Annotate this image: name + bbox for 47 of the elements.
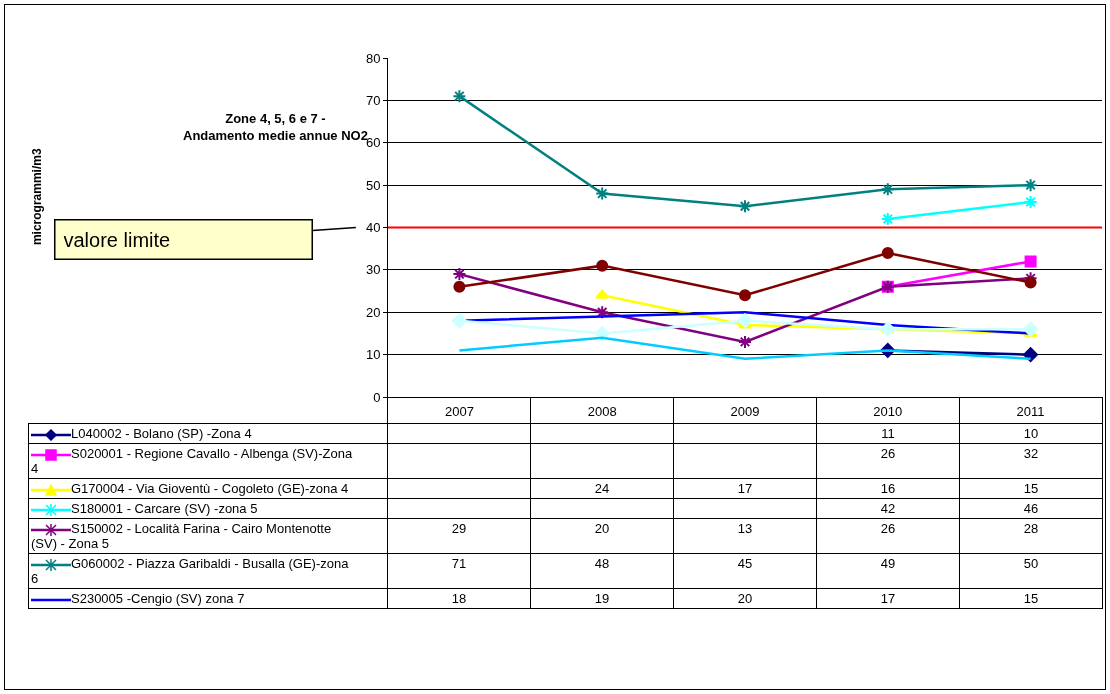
data-label: 46 (959, 498, 1103, 519)
y-tick-label: 0 (373, 389, 381, 405)
data-label: 50 (959, 553, 1103, 589)
x-tick-label: 2007 (444, 403, 474, 419)
y-tick-label: 30 (365, 262, 381, 278)
legend-label: S230005 -Cengio (SV) zona 7 (71, 591, 245, 606)
text: S020001 - Regione Cavallo - Albenga (SV)-Zona 4 (31, 446, 353, 476)
y-tick-label: 10 (365, 347, 381, 363)
data-label: 28 (959, 518, 1103, 554)
data-label: 45 (673, 553, 817, 589)
text: microgrammi/m3 (29, 148, 44, 246)
legend-label: L040002 - Bolano (SP) -Zona 4 (71, 426, 252, 441)
data-label: 10 (959, 423, 1103, 444)
x-tick-label: 2008 (587, 403, 617, 419)
data-label: 17 (673, 478, 817, 499)
legend-label: G170004 - Via Gioventù - Cogoleto (GE)-zona 4 (71, 481, 349, 496)
y-tick-label: 40 (365, 220, 381, 236)
legend-label: S150002 - Località Farina - Cairo Montenotte (SV) - Zona 5 (31, 521, 332, 551)
data-label: 20 (673, 588, 817, 609)
y-tick-label: 70 (365, 92, 381, 108)
data-label: 15 (959, 478, 1103, 499)
data-label: 29 (387, 518, 531, 554)
data-label: 11 (816, 423, 960, 444)
data-label: 20 (530, 518, 674, 554)
data-label: 15 (959, 588, 1103, 609)
data-label: 13 (673, 518, 817, 554)
text: valore limite (63, 228, 171, 251)
x-tick-label: 2009 (730, 403, 760, 419)
data-label: 24 (530, 478, 674, 499)
y-tick-label: 50 (365, 177, 381, 193)
data-label: 26 (816, 518, 960, 554)
data-label: 26 (816, 443, 960, 479)
data-label: 16 (816, 478, 960, 499)
data-label: 71 (387, 553, 531, 589)
x-tick-label: 2011 (1016, 403, 1045, 419)
data-label: 42 (816, 498, 960, 519)
text: G060002 - Piazza Garibaldi - Busalla (GE)-zona 6 (31, 556, 349, 586)
y-tick-label: 80 (365, 50, 381, 66)
data-label: 49 (816, 553, 960, 589)
data-label: 32 (959, 443, 1103, 479)
data-label: 17 (816, 588, 960, 609)
y-tick-label: 20 (365, 304, 381, 320)
legend-label: S180001 - Carcare (SV) -zona 5 (71, 501, 258, 516)
x-tick-label: 2010 (873, 403, 903, 419)
data-label: 18 (387, 588, 531, 609)
data-label: 48 (530, 553, 674, 589)
data-label: 19 (530, 588, 674, 609)
